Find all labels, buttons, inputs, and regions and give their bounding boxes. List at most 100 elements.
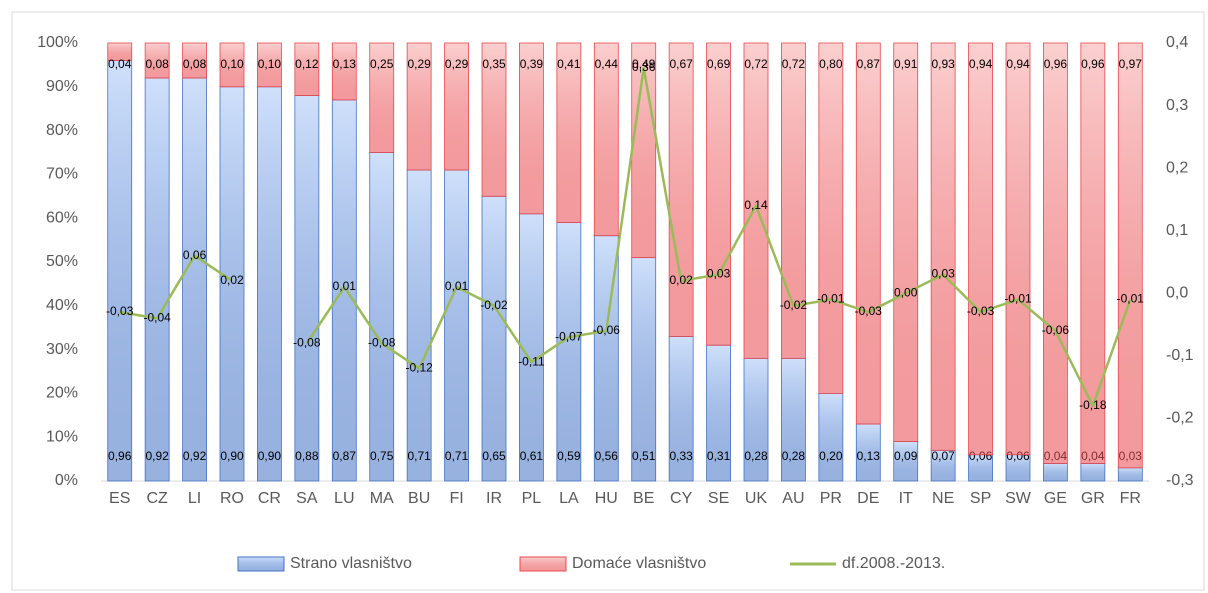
bar-segment [1043, 42, 1068, 464]
line-data-label: -0,07 [555, 329, 583, 343]
bar-segment [481, 195, 507, 482]
data-label: 0,33 [669, 449, 693, 463]
data-label: 0,87 [857, 57, 881, 71]
data-label: 0,31 [707, 449, 731, 463]
bar-segment [930, 42, 956, 451]
data-label: 0,44 [595, 57, 619, 71]
bar-segment [1005, 42, 1031, 456]
x-tick-label: CR [258, 490, 281, 507]
data-label: 0,07 [931, 449, 955, 463]
bar-segment [1117, 467, 1143, 482]
x-tick-label: SP [970, 490, 991, 507]
data-label: 0,08 [145, 57, 169, 71]
data-label: 0,56 [595, 449, 619, 463]
bar-segment [1043, 463, 1068, 482]
bar-segment [855, 423, 881, 482]
bar-segment [893, 42, 919, 442]
line-data-label: -0,02 [780, 298, 808, 312]
y-tick-label: 100% [37, 34, 78, 51]
y-tick-label: 50% [46, 253, 78, 270]
y2-tick-label: -0,2 [1166, 410, 1194, 427]
x-tick-label: IR [486, 490, 502, 507]
line-data-label: -0,01 [1004, 292, 1032, 306]
bar-segment [631, 42, 657, 259]
x-tick-label: HU [595, 490, 618, 507]
line-data-label: -0,06 [1042, 323, 1070, 337]
x-tick-label: SA [296, 490, 318, 507]
data-label: 0,87 [333, 449, 357, 463]
bar-segment [331, 42, 357, 101]
y2-tick-label: 0,4 [1166, 34, 1188, 51]
data-label: 0,29 [407, 57, 431, 71]
x-tick-label: AU [782, 490, 804, 507]
data-label: 0,35 [482, 57, 506, 71]
bar-segment [519, 213, 544, 482]
line-series [119, 66, 1132, 408]
y2-tick-label: 0,3 [1166, 97, 1188, 114]
x-tick-label: GR [1081, 490, 1105, 507]
bar-segment [556, 42, 582, 223]
data-label: 0,71 [445, 449, 469, 463]
line-data-label: -0,03 [855, 304, 883, 318]
bar-segment [593, 42, 619, 237]
x-tick-label: IT [899, 490, 913, 507]
line-data-label: -0,08 [368, 336, 396, 350]
bar-segment [144, 42, 170, 79]
data-label: 0,41 [557, 57, 581, 71]
y2-tick-label: -0,3 [1166, 472, 1194, 489]
legend-swatch [519, 556, 567, 572]
line-data-label: -0,06 [593, 323, 621, 337]
data-label: 0,13 [857, 449, 881, 463]
line-data-label: -0,01 [1117, 292, 1145, 306]
line-data-label: 0,03 [931, 267, 955, 281]
x-tick-label: ES [109, 490, 130, 507]
data-label: 0,20 [819, 449, 843, 463]
bar-segment [706, 42, 731, 346]
data-label: 0,72 [744, 57, 768, 71]
y2-tick-label: -0,1 [1166, 347, 1194, 364]
data-label: 0,90 [258, 449, 282, 463]
bar-segment [406, 42, 432, 171]
data-label: 0,28 [744, 449, 768, 463]
data-label: 0,51 [632, 449, 656, 463]
line-data-label: -0,18 [1079, 398, 1107, 412]
data-label: 0,92 [145, 449, 169, 463]
bar-segment [855, 42, 881, 425]
data-label: 0,91 [894, 57, 918, 71]
data-label: 0,94 [1006, 57, 1030, 71]
line-data-label: -0,08 [293, 336, 321, 350]
data-label: 0,94 [969, 57, 993, 71]
data-label: 0,75 [370, 449, 394, 463]
x-tick-label: FR [1120, 490, 1141, 507]
y-tick-label: 60% [46, 209, 78, 226]
bar-segment [219, 86, 245, 482]
bar-segment [519, 42, 544, 215]
legend-swatch [237, 556, 285, 572]
data-label: 0,67 [669, 57, 693, 71]
bar-segment [144, 77, 170, 482]
x-tick-label: BU [408, 490, 430, 507]
bar-segment [781, 357, 806, 482]
data-label: 0,69 [707, 57, 731, 71]
y-tick-label: 90% [46, 78, 78, 95]
bar-segment [107, 60, 133, 482]
y2-tick-label: 0,2 [1166, 159, 1188, 176]
bar-segment [743, 42, 769, 359]
line-data-label: 0,01 [445, 279, 469, 293]
x-tick-label: RO [220, 490, 244, 507]
bar-segment [968, 454, 993, 482]
bar-segment [481, 42, 507, 197]
x-tick-label: LU [334, 490, 354, 507]
bar-segment [369, 42, 395, 153]
data-label: 0,25 [370, 57, 394, 71]
x-tick-label: UK [745, 490, 768, 507]
bar-segment [219, 42, 245, 88]
y-tick-label: 40% [46, 297, 78, 314]
line-data-label: 0,01 [333, 279, 357, 293]
data-label: 0,10 [220, 57, 244, 71]
line-data-label: 0,36 [632, 60, 656, 74]
bar-segment [294, 42, 320, 96]
x-tick-label: LI [188, 490, 201, 507]
y-tick-label: 10% [46, 428, 78, 445]
bar-segment [369, 152, 395, 482]
